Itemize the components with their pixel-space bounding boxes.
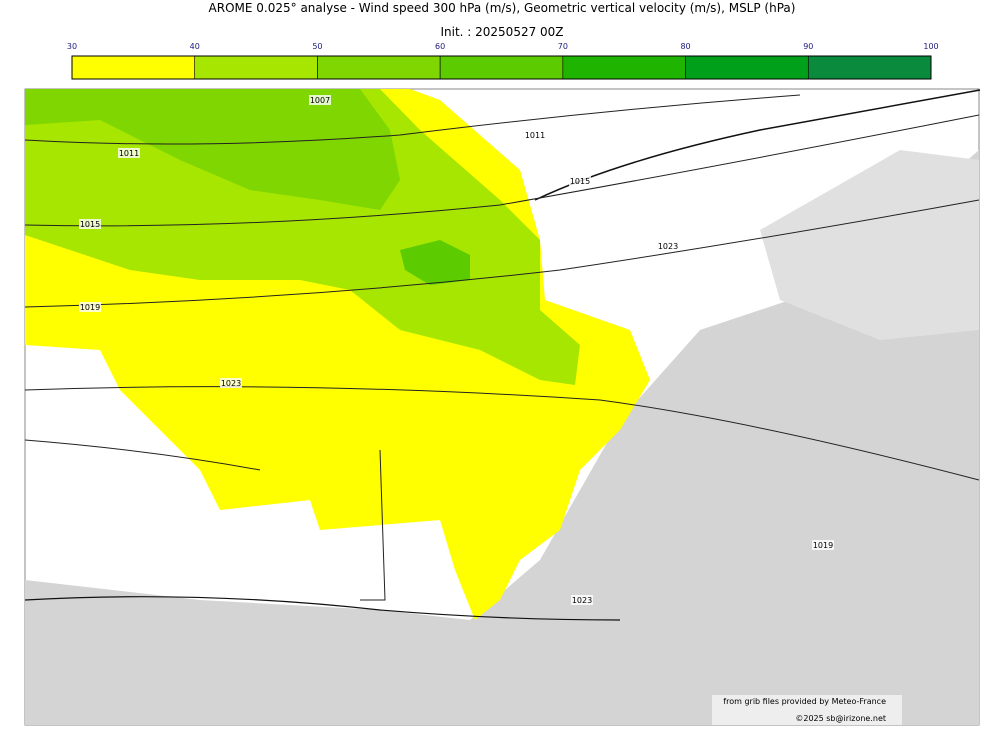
isobars <box>24 94 980 601</box>
colorbar-tick-label: 90 <box>803 42 813 51</box>
colorbar-frame <box>71 55 932 80</box>
colorbar-tick-label: 100 <box>923 42 938 51</box>
title: AROME 0.025° analyse - Wind speed 300 hP… <box>209 1 796 15</box>
contour-label-bg <box>571 595 593 605</box>
colorbar-segment <box>807 55 932 80</box>
wind-50-60 <box>400 240 470 285</box>
terrain <box>25 150 979 725</box>
map-area <box>24 88 981 726</box>
contour-label: 1015 <box>80 220 100 229</box>
contour-label-bg <box>309 95 331 105</box>
colorbar-segment <box>71 55 196 80</box>
colorbar-tick-label: 80 <box>680 42 690 51</box>
colorbar-segment <box>562 55 686 80</box>
contour-label: 1007 <box>310 96 330 105</box>
contour-label-bg <box>79 219 101 229</box>
wind-40-50 <box>25 89 580 385</box>
colorbar-segment <box>439 55 564 80</box>
contour-label-bg <box>79 302 101 312</box>
coastline <box>534 89 981 201</box>
contour-label: 1023 <box>221 379 241 388</box>
contour-label-bg <box>524 130 546 140</box>
credit-box <box>712 695 902 725</box>
contour-label-bg <box>220 378 242 388</box>
terrain <box>760 150 979 340</box>
colorbar-segment <box>317 55 441 80</box>
contour-label: 1023 <box>658 242 678 251</box>
contour-label: 1011 <box>119 149 139 158</box>
contour-label: 1015 <box>570 177 590 186</box>
contour-label: 1023 <box>572 596 592 605</box>
wind-50-60 <box>25 89 400 210</box>
contour-label-bg <box>812 540 834 550</box>
contour-label-bg <box>569 176 591 186</box>
contour-label: 1019 <box>813 541 833 550</box>
colorbar-tick-label: 30 <box>67 42 77 51</box>
colorbar-segment <box>685 55 809 80</box>
colorbar-tick-label: 60 <box>435 42 445 51</box>
colorbar-tick-label: 50 <box>312 42 322 51</box>
contour-label-bg <box>118 148 140 158</box>
contour-label: 1019 <box>80 303 100 312</box>
subtitle: Init. : 20250527 00Z <box>440 25 563 39</box>
coastline <box>24 596 621 621</box>
colorbar-tick-label: 70 <box>558 42 568 51</box>
contour-label-bg <box>657 241 679 251</box>
credit: ©2025 sb@irizone.net <box>795 714 886 723</box>
colorbar-segment <box>194 55 318 80</box>
colorbar-tick-label: 40 <box>190 42 200 51</box>
credit: from grib files provided by Meteo-France <box>723 697 886 706</box>
contour-label: 1011 <box>525 131 545 140</box>
